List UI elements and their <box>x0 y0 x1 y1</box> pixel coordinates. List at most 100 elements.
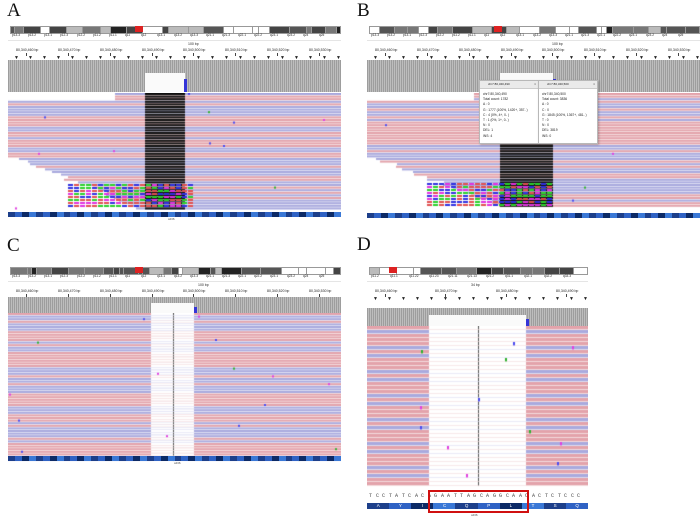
sequence-block <box>63 212 71 217</box>
strand-arrow-icon: ▼ <box>28 55 33 61</box>
chromosome-ideogram[interactable]: p13.3 p13.2 p13.1 p12.3 p12.2 p11.2 p11.1 q11 q1… <box>8 22 341 41</box>
ruler-tick <box>552 53 553 56</box>
reference-base: C <box>525 493 529 499</box>
coverage-track[interactable] <box>8 297 341 313</box>
strand-arrow-icon: ▼ <box>485 55 490 61</box>
chromosome-band <box>685 26 700 34</box>
alignment-reads[interactable] <box>8 93 341 210</box>
ruler-tick <box>678 53 679 56</box>
popup-line: C : 0 <box>542 107 549 112</box>
chromosome-band-label: p11.2 <box>452 33 460 37</box>
reference-base: G <box>493 493 497 499</box>
popup-line: T : 0 <box>542 118 549 123</box>
sequence-block <box>285 212 293 217</box>
close-icon[interactable]: × <box>534 82 536 86</box>
sequence-block <box>299 212 307 217</box>
coverage-track[interactable] <box>8 60 341 92</box>
chromosome-band-label: q21.1 <box>206 274 214 278</box>
chromosome-band-label: q11 <box>125 33 131 37</box>
popup-line: N : 0 <box>483 123 490 128</box>
sequence-block <box>575 213 583 218</box>
sequence-block <box>230 456 238 461</box>
sequence-block <box>153 456 162 461</box>
centromere-marker <box>135 267 143 273</box>
chromosome-band-label: q12 <box>500 33 506 37</box>
ruler-tick <box>277 294 278 297</box>
sequence-block: I <box>411 503 434 509</box>
sequence-block <box>132 456 141 461</box>
chromosome-band-label: q25 <box>319 274 325 278</box>
reference-base: C <box>376 493 380 499</box>
sequence-block <box>568 213 576 218</box>
chromosome-band-label: q21.3 <box>581 33 589 37</box>
genomic-ruler: 34 bp 80,340,460 bp 80,340,470 bp 80,340,48… <box>367 282 588 304</box>
chromosome-band-label: q13.3 <box>549 33 557 37</box>
chromosome-band-label: p13.1 <box>403 33 411 37</box>
strand-arrow-icon: ▼ <box>555 296 560 302</box>
ruler-span-label: 34 bp <box>471 283 480 287</box>
ruler-tick <box>469 53 470 56</box>
strand-arrow-icon: ▼ <box>42 55 47 61</box>
sequence-block <box>313 456 321 461</box>
sequence-block <box>327 212 335 217</box>
sequence-block <box>630 213 639 218</box>
popup-title: chr7:80,340,490 <box>488 82 510 86</box>
ruler-position-label: 80,340,530 bp <box>309 289 332 293</box>
ruler-position-label: 80,340,490 bp <box>142 48 165 52</box>
chromosome-ideogram[interactable]: p11.2 q11.1 q11.22 q11.23 q21.11 q21.13 q21.2 q… <box>367 263 588 282</box>
sequence-block <box>28 212 37 217</box>
sequence-block <box>271 212 280 217</box>
sequence-block <box>679 213 687 218</box>
ruler-position-label: 80,340,500 bp <box>183 48 206 52</box>
ruler-position-label: 80,340,470 bp <box>58 289 81 293</box>
ruler-tick <box>193 53 194 56</box>
chromosome-band <box>666 26 687 34</box>
sequence-block <box>181 456 189 461</box>
popup-title: chr7:80,340,500 <box>547 82 569 86</box>
sequence-block <box>250 456 259 461</box>
chromosome-band-label: q22.2 <box>254 274 262 278</box>
chromosome-ideogram[interactable]: p13.3 p13.2 p13.1 p12.3 p12.2 p11.2 p11.1 q11 q1… <box>367 22 700 41</box>
sequence-block <box>561 213 569 218</box>
chromosome-band-label: q23.2 <box>287 33 295 37</box>
close-icon[interactable]: × <box>593 82 595 86</box>
popup-title-bar[interactable]: chr7:80,340,490 × <box>480 81 538 89</box>
alignment-reads[interactable] <box>367 326 588 488</box>
centromere-marker <box>494 26 502 32</box>
strand-arrow-icon: ▼ <box>210 55 215 61</box>
popup-line: A : 0 <box>483 102 490 107</box>
strand-arrow-icon: ▼ <box>429 55 434 61</box>
popup-line: G : 1777 (100%, 1420+, 357- ) <box>483 107 528 112</box>
sequence-block <box>181 212 189 217</box>
ruler-tick <box>152 294 153 297</box>
popup-line: INS: 4 <box>483 133 493 138</box>
strand-arrow-icon: ▼ <box>70 55 75 61</box>
sequence-block <box>98 212 106 217</box>
strand-arrow-icon: ▼ <box>527 55 532 61</box>
coverage-track[interactable] <box>367 308 588 326</box>
popup-line: Total count: 3836 <box>542 97 568 102</box>
chromosome-ideogram[interactable]: p13.3 p13.2 p13.1 p12.3 p12.2 p11.2 p11.1 q11 q1… <box>8 263 341 282</box>
chromosome-band-label: q21.11 <box>448 274 458 278</box>
sequence-block <box>195 456 203 461</box>
popup-position-1[interactable]: chr7:80,340,490 × chr7:80,340,490 Total … <box>479 80 539 144</box>
sequence-block <box>209 456 217 461</box>
sequence-block <box>8 212 16 217</box>
sequence-block <box>271 456 280 461</box>
alignment-reads[interactable] <box>8 313 341 463</box>
sequence-block <box>125 212 134 217</box>
ruler-tick <box>68 294 69 297</box>
reference-base: A <box>532 493 536 499</box>
popup-line: chr7:80,340,490 <box>483 92 507 96</box>
ruler-tick <box>511 53 512 56</box>
sequence-block <box>167 212 175 217</box>
popup-position-2[interactable]: chr7:80,340,500 × chr7:80,340,500 Total … <box>538 80 598 144</box>
chromosome-band-label: q25 <box>678 33 684 37</box>
sequence-block <box>236 212 245 217</box>
popup-title-bar[interactable]: chr7:80,340,500 × <box>539 81 597 89</box>
sequence-block <box>306 456 314 461</box>
reference-base: C <box>480 493 484 499</box>
sequence-block <box>77 456 85 461</box>
popup-line: DEL: 1 <box>483 128 494 133</box>
ruler-span-label: 100 bp <box>552 42 563 46</box>
